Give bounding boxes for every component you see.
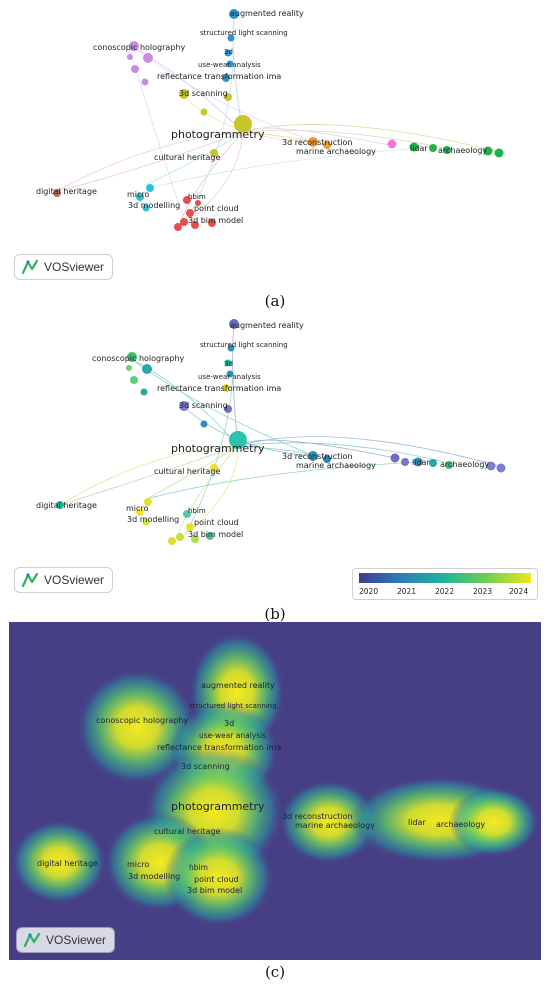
- network-visualization-panel: augmented reality structured light scann…: [0, 0, 550, 290]
- label-reflectance-transformation-b: reflectance transformation ima: [157, 384, 281, 393]
- label-archaeology-c: archaeology: [436, 820, 485, 829]
- vosviewer-badge: VOSviewer: [14, 254, 114, 280]
- label-micro: micro: [127, 190, 150, 199]
- label-structured-light-scanning: structured light scanning: [200, 29, 288, 37]
- nodes-b: [56, 319, 506, 545]
- label-3d: 3d: [224, 48, 233, 56]
- label-hbim-b: hbim: [188, 507, 206, 515]
- label-3d-bim-model-c: 3d bim model: [187, 886, 242, 895]
- legend-svg: 2020 2021 2022 2023 2024: [359, 573, 531, 596]
- overlay-visualization-panel: augmented reality structured light scann…: [0, 310, 550, 610]
- caption-a: (a): [264, 292, 286, 310]
- density-map: augmented reality structured light scann…: [11, 632, 539, 927]
- vosviewer-badge-c: VOSviewer: [16, 927, 116, 953]
- labels-c: augmented reality structured light scann…: [37, 681, 485, 895]
- label-use-wear-analysis-c: use-wear analysis: [199, 731, 266, 740]
- label-conoscopic-holography-c: conoscopic holography: [96, 716, 188, 725]
- nodes-a: [53, 9, 504, 231]
- label-3d-reconstruction: 3d reconstruction: [282, 138, 353, 147]
- label-micro-c: micro: [127, 860, 150, 869]
- network-map-a: augmented reality structured light scann…: [36, 9, 504, 231]
- label-3d-scanning: 3d scanning: [179, 89, 228, 98]
- label-cultural-heritage-c: cultural heritage: [154, 827, 220, 836]
- vosviewer-label-c: VOSviewer: [46, 933, 107, 947]
- label-augmented-reality-b: augmented reality: [230, 321, 304, 330]
- legend-tick-2023: 2023: [473, 587, 492, 596]
- label-archaeology: archaeology: [438, 146, 487, 155]
- caption-b: (b): [264, 605, 286, 623]
- label-reflectance-transformation: reflectance transformation ima: [157, 72, 281, 81]
- label-augmented-reality-c: augmented reality: [201, 681, 275, 690]
- label-photogrammetry: photogrammetry: [171, 128, 265, 141]
- year-color-legend: 2020 2021 2022 2023 2024: [352, 568, 538, 600]
- vosviewer-label-b: VOSviewer: [44, 573, 105, 587]
- legend-tick-2020: 2020: [359, 587, 378, 596]
- label-digital-heritage-b: digital heritage: [36, 501, 97, 510]
- label-lidar-c: lidar: [408, 818, 426, 827]
- label-3d-bim-model: 3d bim model: [188, 216, 243, 225]
- vosviewer-badge-b: VOSviewer: [14, 567, 114, 593]
- label-marine-archaeology-b: marine archaeology: [296, 461, 376, 470]
- label-3d-c: 3d: [224, 719, 234, 728]
- density-visualization-panel: augmented reality structured light scann…: [9, 622, 541, 960]
- label-conoscopic-holography: conoscopic holography: [93, 43, 185, 52]
- label-reflectance-transformation-c: reflectance transformation ima: [157, 743, 281, 752]
- label-lidar-b: lidar: [412, 458, 430, 467]
- label-3d-modelling-b: 3d modelling: [127, 515, 179, 524]
- label-3d-reconstruction-c: 3d reconstruction: [282, 812, 353, 821]
- label-conoscopic-holography-b: conoscopic holography: [92, 354, 184, 363]
- label-use-wear-analysis-b: use-wear analysis: [198, 373, 261, 381]
- vosviewer-logo-icon: [23, 932, 41, 948]
- label-structured-light-scanning-b: structured light scanning: [200, 341, 288, 349]
- label-3d-modelling: 3d modelling: [128, 201, 180, 210]
- label-archaeology-b: archaeology: [440, 460, 489, 469]
- label-micro-b: micro: [126, 504, 149, 513]
- label-3d-modelling-c: 3d modelling: [128, 872, 180, 881]
- labels-b: augmented reality structured light scann…: [36, 321, 489, 539]
- vosviewer-logo-icon: [21, 572, 39, 588]
- label-augmented-reality: augmented reality: [230, 9, 304, 18]
- vosviewer-label: VOSviewer: [44, 260, 105, 274]
- network-map-b: augmented reality structured light scann…: [36, 319, 506, 545]
- label-cultural-heritage: cultural heritage: [154, 153, 220, 162]
- label-3d-scanning-c: 3d scanning: [181, 762, 230, 771]
- link-lines: [54, 13, 501, 226]
- label-marine-archaeology-c: marine archaeology: [295, 821, 375, 830]
- legend-tick-2022: 2022: [435, 587, 454, 596]
- label-structured-light-scanning-c: structured light scanning: [189, 702, 277, 710]
- caption-c: (c): [264, 963, 286, 981]
- legend-tick-2021: 2021: [397, 587, 416, 596]
- labels-a: augmented reality structured light scann…: [36, 9, 487, 225]
- label-3d-bim-model-b: 3d bim model: [188, 530, 243, 539]
- label-photogrammetry-c: photogrammetry: [171, 800, 265, 813]
- label-lidar: lidar: [410, 144, 428, 153]
- label-3d-reconstruction-b: 3d reconstruction: [282, 452, 353, 461]
- label-photogrammetry-b: photogrammetry: [171, 442, 265, 455]
- vosviewer-logo-icon: [21, 259, 39, 275]
- legend-tick-2024: 2024: [509, 587, 528, 596]
- label-digital-heritage-c: digital heritage: [37, 859, 98, 868]
- label-use-wear-analysis: use-wear analysis: [198, 61, 261, 69]
- label-point-cloud-c: point cloud: [194, 875, 239, 884]
- label-3d-scanning-b: 3d scanning: [179, 401, 228, 410]
- label-hbim: hbim: [188, 193, 206, 201]
- label-point-cloud: point cloud: [194, 204, 239, 213]
- label-point-cloud-b: point cloud: [194, 518, 239, 527]
- label-marine-archaeology: marine archaeology: [296, 147, 376, 156]
- legend-gradient-bar: [359, 573, 531, 583]
- label-cultural-heritage-b: cultural heritage: [154, 467, 220, 476]
- label-digital-heritage: digital heritage: [36, 187, 97, 196]
- density-blobs: [11, 632, 539, 927]
- label-hbim-c: hbim: [189, 863, 208, 872]
- label-3d-b: 3d: [224, 360, 233, 368]
